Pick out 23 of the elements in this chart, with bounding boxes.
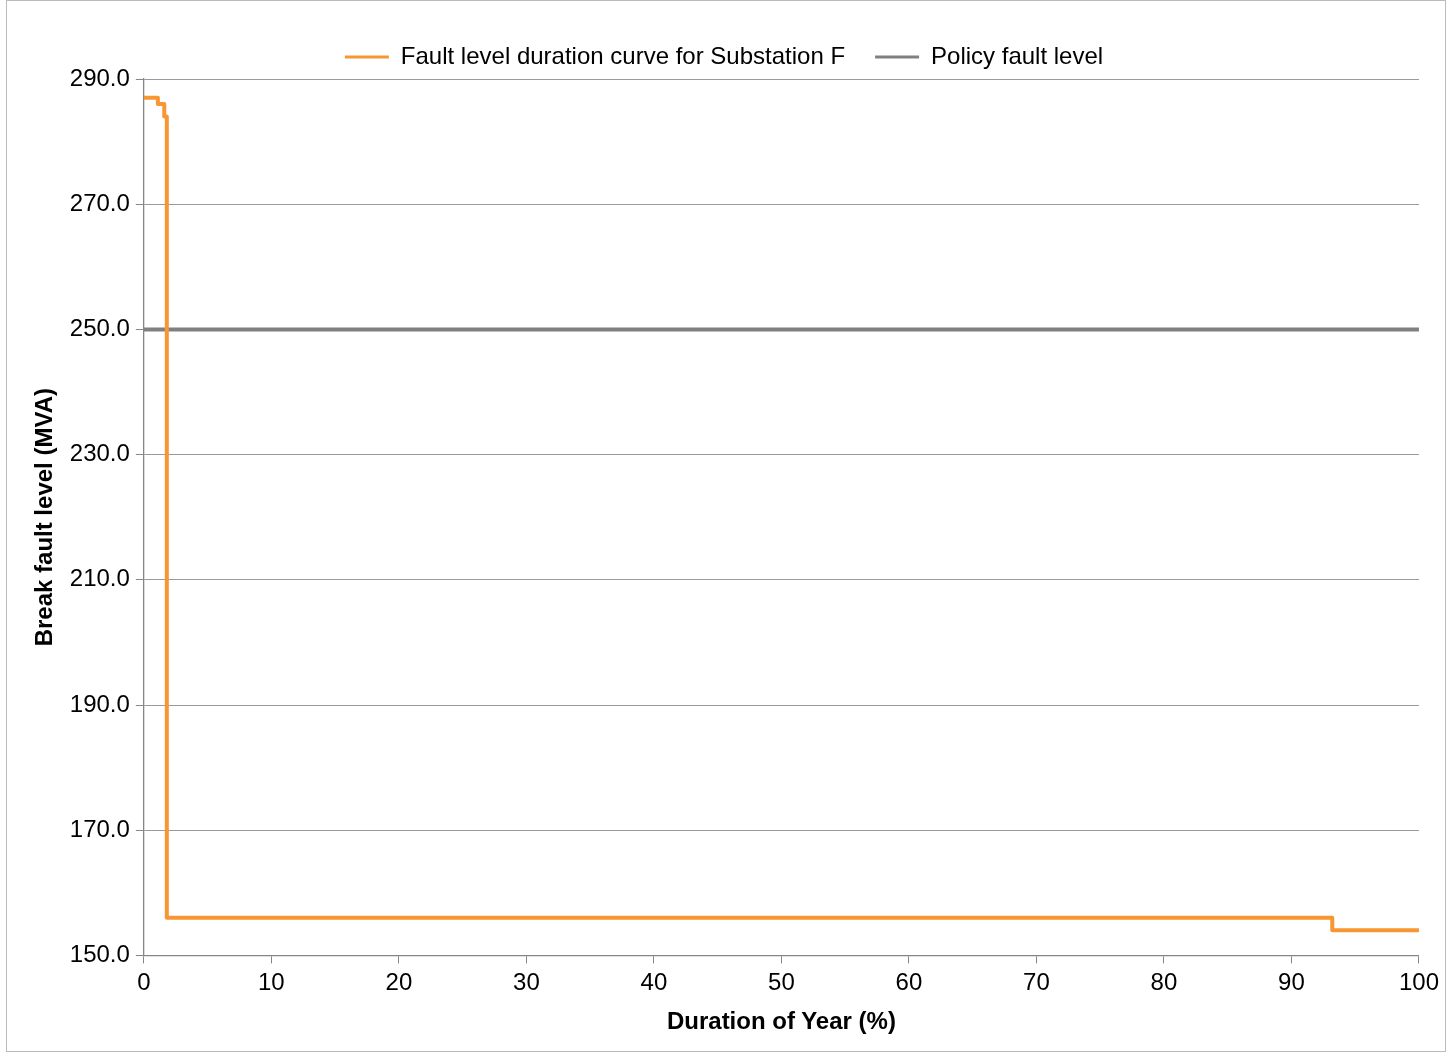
y-tick-label: 210.0 (69, 564, 130, 592)
y-axis-title: Break fault level (MVA) (30, 388, 58, 647)
x-tick-label: 100 (1398, 968, 1439, 996)
x-tick-label: 50 (768, 968, 795, 996)
y-tick-label: 290.0 (69, 63, 130, 91)
x-tick-label: 20 (385, 968, 413, 996)
y-tick-label: 190.0 (69, 689, 130, 717)
legend-label: Fault level duration curve for Substation F (400, 41, 846, 69)
y-tick-label: 250.0 (69, 314, 130, 342)
x-tick-label: 30 (513, 968, 540, 996)
x-tick-label: 0 (137, 968, 151, 996)
x-tick-label: 70 (1023, 968, 1050, 996)
x-tick-label: 60 (895, 968, 923, 996)
x-tick-label: 40 (640, 968, 668, 996)
y-tick-label: 170.0 (69, 814, 130, 842)
y-tick-label: 230.0 (69, 439, 130, 467)
x-tick-label: 90 (1278, 968, 1305, 996)
x-axis-title: Duration of Year (%) (666, 1007, 896, 1035)
x-tick-label: 80 (1150, 968, 1178, 996)
legend-label: Policy fault level (931, 41, 1104, 69)
x-tick-label: 10 (258, 968, 285, 996)
y-tick-label: 150.0 (69, 940, 130, 968)
y-tick-label: 270.0 (69, 188, 130, 216)
